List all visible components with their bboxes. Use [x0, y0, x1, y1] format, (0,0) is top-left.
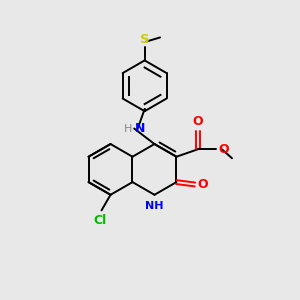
Text: NH: NH [145, 201, 164, 212]
Text: H: H [123, 124, 132, 134]
Text: N: N [135, 122, 145, 135]
Text: Cl: Cl [93, 214, 107, 227]
Text: S: S [140, 33, 149, 46]
Text: O: O [197, 178, 208, 191]
Text: O: O [193, 116, 203, 128]
Text: O: O [218, 143, 229, 156]
